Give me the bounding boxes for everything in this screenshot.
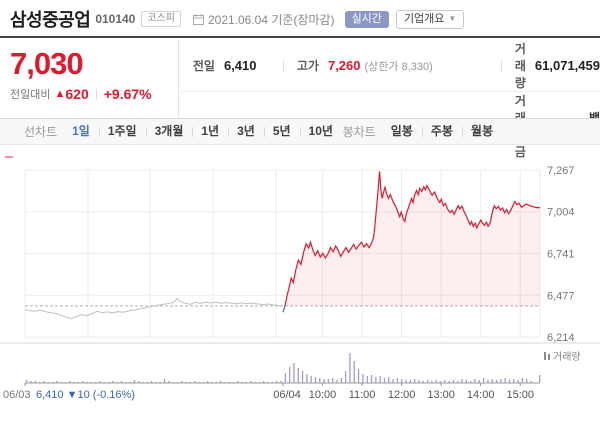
tab-monthly-candle[interactable]: 월봉 (461, 119, 502, 144)
svg-text:10:00: 10:00 (309, 389, 337, 401)
candle-chart-group-label: 봉차트 (342, 125, 376, 139)
tab-3month[interactable]: 3개월 (145, 119, 193, 144)
tab-1week[interactable]: 1주일 (98, 119, 146, 144)
svg-text:13:00: 13:00 (427, 389, 455, 401)
svg-text:06/03: 06/03 (3, 389, 31, 401)
stat-high: 고가 7,260 (상한가 8,330) (283, 40, 501, 91)
svg-text:14:00: 14:00 (467, 389, 495, 401)
stock-name: 삼성중공업 (10, 10, 91, 30)
chevron-down-icon: ▼ (448, 14, 457, 23)
stat-volume: 거래량 61,071,459 (501, 40, 600, 91)
quote-date-text: 2021.06.04 기준(장마감) (207, 12, 335, 27)
price-change-line: 전일대비 ▲ 620 +9.67% (10, 86, 152, 102)
svg-text:15:00: 15:00 (506, 389, 534, 401)
realtime-button[interactable]: 실시간 (344, 10, 389, 28)
market-badge: 코스피 (141, 11, 181, 27)
current-price: 7,030 (10, 46, 84, 81)
svg-text:12:00: 12:00 (388, 389, 416, 401)
svg-text:11:00: 11:00 (349, 389, 376, 401)
tab-3year[interactable]: 3년 (228, 119, 264, 144)
svg-text:7,267: 7,267 (547, 165, 575, 177)
intraday-price-chart[interactable]: 7,267 7,004 6,741 6,477 6,214 거래량 06/04 10:00 11… (0, 146, 600, 416)
candle-chart-tabs: 봉차트 일봉 주봉 월봉 (343, 119, 502, 144)
tab-1day[interactable]: 1일 (72, 124, 90, 138)
quote-date: 2021.06.04 기준(장마감) (192, 11, 335, 28)
daily-stats-table: 전일 6,410 고가 7,260 (상한가 8,330) 거래량 61,071… (177, 40, 600, 159)
current-price-block: 7,030 전일대비 ▲ 620 +9.67% (0, 40, 178, 118)
tab-daily-candle[interactable]: 일봉 (390, 124, 413, 138)
tab-10year[interactable]: 10년 (299, 119, 342, 144)
page-header: 삼성중공업 010140 코스피 2021.06.04 기준(장마감) 실시간 … (0, 0, 600, 38)
up-arrow-icon: ▲ (54, 88, 66, 100)
stock-code: 010140 (95, 12, 136, 26)
svg-text:06/04: 06/04 (273, 389, 301, 401)
svg-text:6,410 ▼10 (-0.16%): 6,410 ▼10 (-0.16%) (36, 389, 135, 401)
svg-text:6,741: 6,741 (547, 248, 575, 260)
svg-text:6,214: 6,214 (547, 332, 575, 344)
price-chart-canvas: 7,267 7,004 6,741 6,477 6,214 거래량 06/04 10:00 11… (0, 156, 600, 401)
stats-row-1: 전일 6,410 고가 7,260 (상한가 8,330) 거래량 61,071… (178, 40, 600, 92)
line-chart-tabs: 1일 1주일 3개월 1년 3년 5년 10년 (63, 119, 342, 144)
change-percent: +9.67% (103, 86, 152, 102)
price-info-panel: 7,030 전일대비 ▲ 620 +9.67% 전일 6,410 고가 7,26… (0, 40, 600, 159)
tab-1year[interactable]: 1년 (192, 119, 228, 144)
svg-text:6,477: 6,477 (547, 290, 575, 302)
tab-weekly-candle[interactable]: 주봉 (421, 119, 462, 144)
calendar-icon (192, 13, 204, 25)
company-overview-button[interactable]: 기업개요 ▼ (395, 9, 465, 29)
svg-text:거래량: 거래량 (553, 351, 581, 363)
change-value: 620 (65, 86, 89, 102)
chart-period-tabbar: 선차트 1일 1주일 3개월 1년 3년 5년 10년 봉차트 일봉 주봉 월봉 (0, 118, 600, 145)
tab-5year[interactable]: 5년 (263, 119, 300, 144)
svg-text:7,004: 7,004 (547, 207, 575, 219)
stat-prev-close: 전일 6,410 (192, 58, 257, 73)
line-chart-group-label: 선차트 (24, 125, 58, 139)
